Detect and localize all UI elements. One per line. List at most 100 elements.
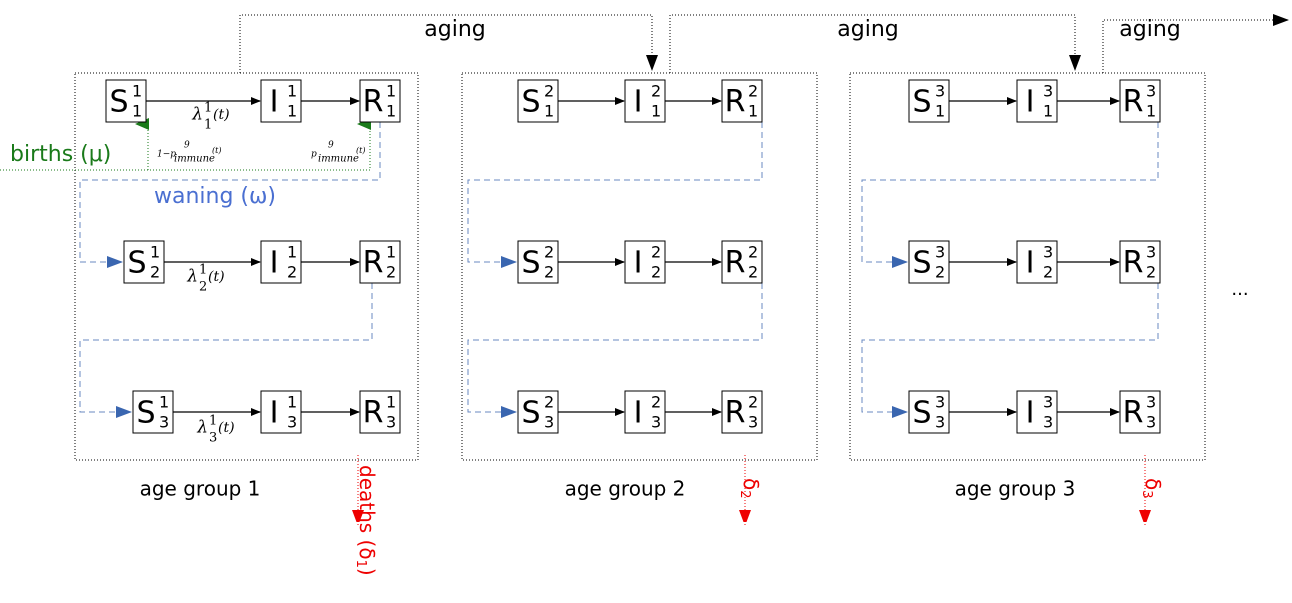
node-box	[359, 390, 401, 434]
node-box	[721, 79, 763, 123]
rate-lambda: λ	[191, 105, 203, 125]
node-sup: 3	[1043, 393, 1053, 412]
node-sup: 1	[132, 82, 142, 101]
node-letter: S	[521, 396, 540, 431]
death-sub: 1	[354, 560, 369, 568]
death-close: )	[356, 568, 380, 576]
node-box	[721, 390, 763, 434]
node-sup: 1	[386, 82, 396, 101]
node-box	[908, 390, 950, 434]
node-box	[260, 79, 302, 123]
node-letter: I	[1026, 246, 1035, 281]
node-sup: 1	[287, 82, 297, 101]
node-letter: I	[634, 396, 643, 431]
immune-sub: immune	[318, 154, 359, 165]
node-sub: 3	[159, 413, 169, 432]
node-sub: 2	[651, 263, 661, 282]
rate-lambda: λ	[196, 418, 208, 438]
rate-sup: 1	[199, 263, 207, 278]
rate-arg: (t)	[218, 420, 235, 436]
node-box	[359, 79, 401, 123]
death-sub: 3	[1140, 490, 1155, 498]
node-box	[624, 240, 666, 284]
node-sub: 1	[1146, 102, 1156, 121]
node-letter: S	[521, 246, 540, 281]
node-box	[624, 79, 666, 123]
node-sub: 3	[748, 413, 758, 432]
rate-arg: (t)	[208, 269, 225, 285]
node-sub: 1	[651, 102, 661, 121]
node-letter: R	[725, 396, 746, 431]
node-box	[1016, 79, 1058, 123]
node-sup: 1	[386, 243, 396, 262]
node-sup: 2	[748, 393, 758, 412]
node-sup: 3	[1146, 393, 1156, 412]
node-sub: 2	[1043, 263, 1053, 282]
node-letter: R	[1123, 85, 1144, 120]
node-sub: 3	[1146, 413, 1156, 432]
births-lines	[0, 118, 371, 171]
node-box	[1119, 390, 1161, 434]
node-letter: R	[363, 246, 384, 281]
aging-label: aging	[837, 17, 898, 42]
node-sup: 3	[1043, 243, 1053, 262]
node-sup: 3	[935, 243, 945, 262]
death-label: deaths (δ1)	[354, 465, 380, 576]
node-sup: 3	[1146, 82, 1156, 101]
node-letter: R	[363, 85, 384, 120]
node-box	[1016, 240, 1058, 284]
node-sup: 2	[544, 243, 554, 262]
rate-sub: 1	[204, 118, 212, 133]
node-sup: 3	[935, 82, 945, 101]
group-label: age group 1	[140, 477, 261, 501]
waning-label: waning (ω)	[154, 184, 276, 209]
node-sub: 2	[287, 263, 297, 282]
node-sub: 1	[287, 102, 297, 121]
node-sub: 2	[1146, 263, 1156, 282]
aging-label: aging	[424, 17, 485, 42]
death-text: δ	[740, 478, 764, 490]
node-sup: 2	[651, 82, 661, 101]
node-sup: 2	[748, 82, 758, 101]
node-sub: 1	[935, 102, 945, 121]
node-letter: R	[1123, 246, 1144, 281]
aging-lines	[239, 14, 1289, 73]
waning-lines	[79, 122, 1159, 418]
births-label: births (μ)	[10, 142, 111, 167]
node-box	[1119, 240, 1161, 284]
node-sub: 3	[544, 413, 554, 432]
node-sup: 2	[544, 82, 554, 101]
node-sub: 1	[544, 102, 554, 121]
node-box	[721, 240, 763, 284]
node-box	[624, 390, 666, 434]
node-letter: R	[725, 85, 746, 120]
node-box	[260, 240, 302, 284]
node-sup: 1	[287, 393, 297, 412]
node-sup: 3	[1043, 82, 1053, 101]
node-box	[359, 240, 401, 284]
node-sup: 1	[150, 243, 160, 262]
immune-sub: immune	[174, 154, 215, 165]
node-letter: R	[363, 396, 384, 431]
rate-sub: 3	[209, 431, 217, 446]
node-box	[1016, 390, 1058, 434]
immune-arg: (t)	[212, 146, 221, 155]
node-letter: S	[912, 246, 931, 281]
death-label: δ3	[1140, 478, 1166, 499]
node-sub: 2	[544, 263, 554, 282]
death-label: δ2	[738, 478, 764, 499]
node-sub: 2	[935, 263, 945, 282]
node-sup: 1	[159, 393, 169, 412]
death-sub: 2	[738, 490, 753, 498]
node-sup: 3	[1146, 243, 1156, 262]
death-text: δ	[1142, 478, 1166, 490]
node-sub: 3	[1043, 413, 1053, 432]
node-letter: S	[136, 396, 155, 431]
node-box	[260, 390, 302, 434]
node-letter: R	[725, 246, 746, 281]
node-letter: S	[912, 85, 931, 120]
node-sub: 1	[386, 102, 396, 121]
immune-sup: 9	[328, 141, 334, 151]
node-letter: I	[634, 85, 643, 120]
node-sub: 2	[150, 263, 160, 282]
